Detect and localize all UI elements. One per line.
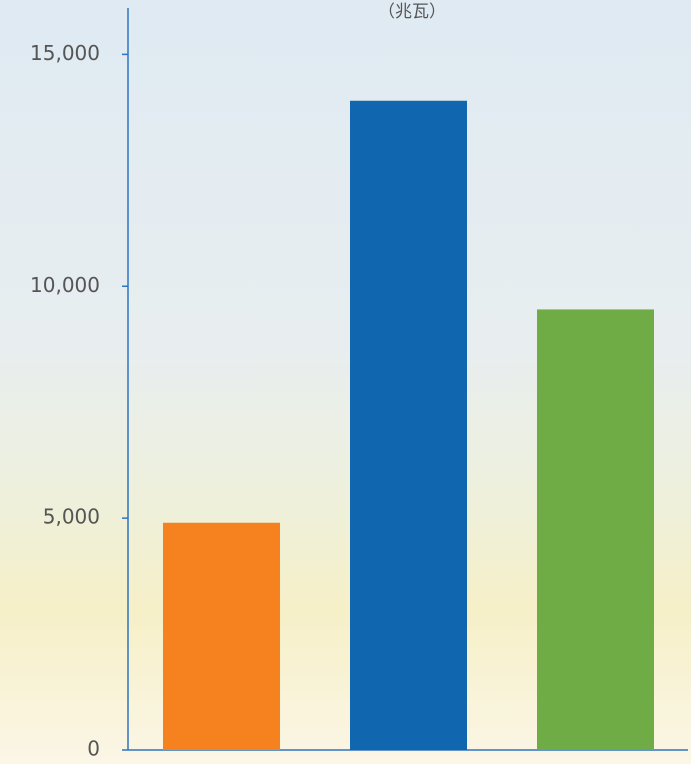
bar: [350, 100, 467, 750]
y-tick-label: 5,000: [43, 505, 100, 529]
bar: [163, 522, 280, 750]
bar: [537, 309, 654, 750]
y-tick-label: 0: [87, 737, 100, 761]
y-tick-label: 15,000: [30, 41, 100, 65]
chart-title: （兆瓦）: [378, 2, 446, 22]
y-tick-label: 10,000: [30, 273, 100, 297]
